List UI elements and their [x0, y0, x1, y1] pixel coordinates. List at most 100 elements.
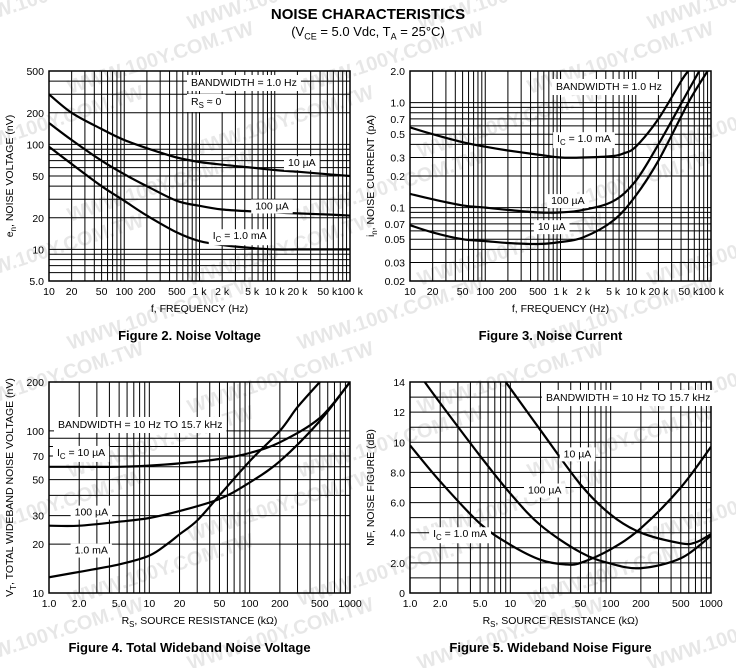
watermark-text: WWW.100Y.COM.TW: [185, 338, 377, 419]
annotation-background: [187, 94, 226, 112]
y-tick-label: 200: [26, 377, 44, 389]
series-label-background: [547, 194, 589, 209]
figure-caption: Figure 3. Noise Current: [479, 328, 623, 343]
series-label: 100 µA: [551, 195, 585, 207]
y-tick-label: 50: [32, 475, 44, 487]
series-label: 100 µA: [528, 485, 562, 497]
plot-frame: [409, 381, 712, 594]
x-tick-label: 1 k: [192, 286, 207, 298]
series-line-1: [423, 382, 711, 570]
series-line-0: [49, 93, 350, 178]
x-tick-label: 5 k: [245, 286, 260, 298]
y-tick-label: 0.03: [385, 258, 406, 270]
page-subtitle: (VCE = 5.0 Vdc, TA = 25°C): [0, 24, 736, 42]
y-tick-label: 0.07: [385, 219, 406, 231]
x-tick-label: 5.0: [112, 598, 127, 610]
series-label-background: [52, 445, 110, 462]
x-tick-label: 1 k: [553, 286, 568, 298]
y-tick-label: 12: [393, 407, 405, 419]
series-label-background: [70, 543, 112, 558]
x-tick-label: 200: [632, 598, 650, 610]
x-tick-label: 10 k: [626, 286, 647, 298]
x-tick-label: 20: [535, 598, 547, 610]
y-tick-label: 50: [32, 171, 44, 183]
series-label: 1.0 mA: [75, 545, 108, 557]
x-tick-label: 500: [672, 598, 690, 610]
x-tick-label: 1.0: [42, 598, 57, 610]
series-label-background: [429, 527, 491, 544]
x-tick-label: 10: [143, 598, 155, 610]
y-tick-label: 200: [26, 108, 44, 120]
annotation-background: [542, 390, 715, 406]
fig5-chart: BANDWIDTH = 10 Hz TO 15.7 kHz 10 µA 100 µA…: [365, 377, 723, 655]
figure-caption: Figure 4. Total Wideband Noise Voltage: [68, 640, 310, 655]
series-label-background: [284, 156, 320, 171]
x-axis-label: f, FREQUENCY (Hz): [151, 303, 248, 315]
y-tick-label: 100: [26, 139, 44, 151]
y-tick-label: 1.0: [390, 98, 405, 110]
series-line-1: [49, 122, 350, 217]
y-axis-label: en, NOISE VOLTAGE (nV): [4, 115, 18, 237]
fig5-annotation: BANDWIDTH = 10 Hz TO 15.7 kHz: [546, 392, 710, 404]
figure-caption: Figure 5. Wideband Noise Figure: [449, 640, 651, 655]
series-line-0: [504, 382, 711, 546]
series-label: 10 µA: [564, 448, 592, 460]
x-tick-label: 50: [96, 286, 108, 298]
y-tick-label: 100: [26, 426, 44, 438]
y-tick-label: 2.0: [390, 66, 405, 78]
y-axis-label: NF, NOISE FIGURE (dB): [365, 429, 377, 546]
x-tick-label: 200: [271, 598, 289, 610]
subtitle-sub-ce: CE: [304, 31, 317, 42]
x-tick-label: 500: [529, 286, 547, 298]
watermark-text: WWW.100Y.COM.TW: [185, 466, 377, 547]
series-label: 10 µA: [538, 221, 566, 233]
plot-frame: [409, 70, 712, 282]
x-tick-label: 500: [168, 286, 186, 298]
series-label: IC = 1.0 mA: [557, 133, 611, 147]
y-axis-label: in, NOISE CURRENT (pA): [365, 115, 379, 237]
x-tick-label: 200: [499, 286, 517, 298]
x-tick-label: 20: [427, 286, 439, 298]
series-label: IC = 1.0 mA: [213, 230, 267, 244]
series-line-2: [49, 145, 350, 251]
x-tick-label: 5 k: [606, 286, 621, 298]
series-label-background: [208, 229, 271, 246]
series-label-background: [533, 220, 570, 235]
series-label: IC = 1.0 mA: [433, 528, 487, 542]
x-tick-label: 50 k: [678, 286, 699, 298]
y-tick-label: 8.0: [390, 467, 405, 479]
x-tick-label: 200: [138, 286, 156, 298]
watermark-text: WWW.100Y.COM.TW: [0, 0, 147, 35]
subtitle-mid: = 5.0 Vdc, T: [316, 24, 391, 39]
plot-frame: [48, 381, 351, 594]
y-tick-label: 0.1: [390, 203, 405, 215]
x-tick-label: 5.0: [473, 598, 488, 610]
annotation-background: [552, 79, 666, 95]
y-gridlines: [410, 70, 711, 282]
x-tick-label: 100 k: [337, 286, 363, 298]
series-line-2: [410, 444, 711, 566]
y-tick-label: 5.0: [29, 276, 44, 288]
fig3-chart: BANDWIDTH = 1.0 Hz IC = 1.0 mA 100 µA 10 µA…: [365, 66, 725, 343]
y-tick-label: 10: [32, 588, 44, 600]
fig2-chart: BANDWIDTH = 1.0 Hz RS ≈ 0 10 µA 100 µA IC = …: [4, 66, 364, 343]
y-tick-label: 10: [393, 437, 405, 449]
x-tick-label: 1000: [338, 598, 362, 610]
annotation-background: [54, 417, 227, 433]
series-label: 100 µA: [75, 507, 109, 519]
x-axis-label: f, FREQUENCY (Hz): [512, 303, 609, 315]
annotation-background: [187, 75, 301, 91]
x-tick-label: 2 k: [576, 286, 591, 298]
y-tick-label: 14: [393, 377, 405, 389]
watermark-text: WWW.100Y.COM.TW: [295, 18, 487, 99]
x-tick-label: 100: [602, 598, 620, 610]
y-tick-label: 0.7: [390, 114, 405, 126]
y-tick-label: 2.0: [390, 558, 405, 570]
x-tick-label: 20 k: [648, 286, 669, 298]
x-tick-label: 100: [241, 598, 259, 610]
y-tick-label: 10: [32, 244, 44, 256]
x-axis-label: RS, SOURCE RESISTANCE (kΩ): [483, 615, 639, 629]
x-tick-label: 2.0: [72, 598, 87, 610]
x-tick-label: 100: [115, 286, 133, 298]
x-tick-label: 100 k: [698, 286, 724, 298]
